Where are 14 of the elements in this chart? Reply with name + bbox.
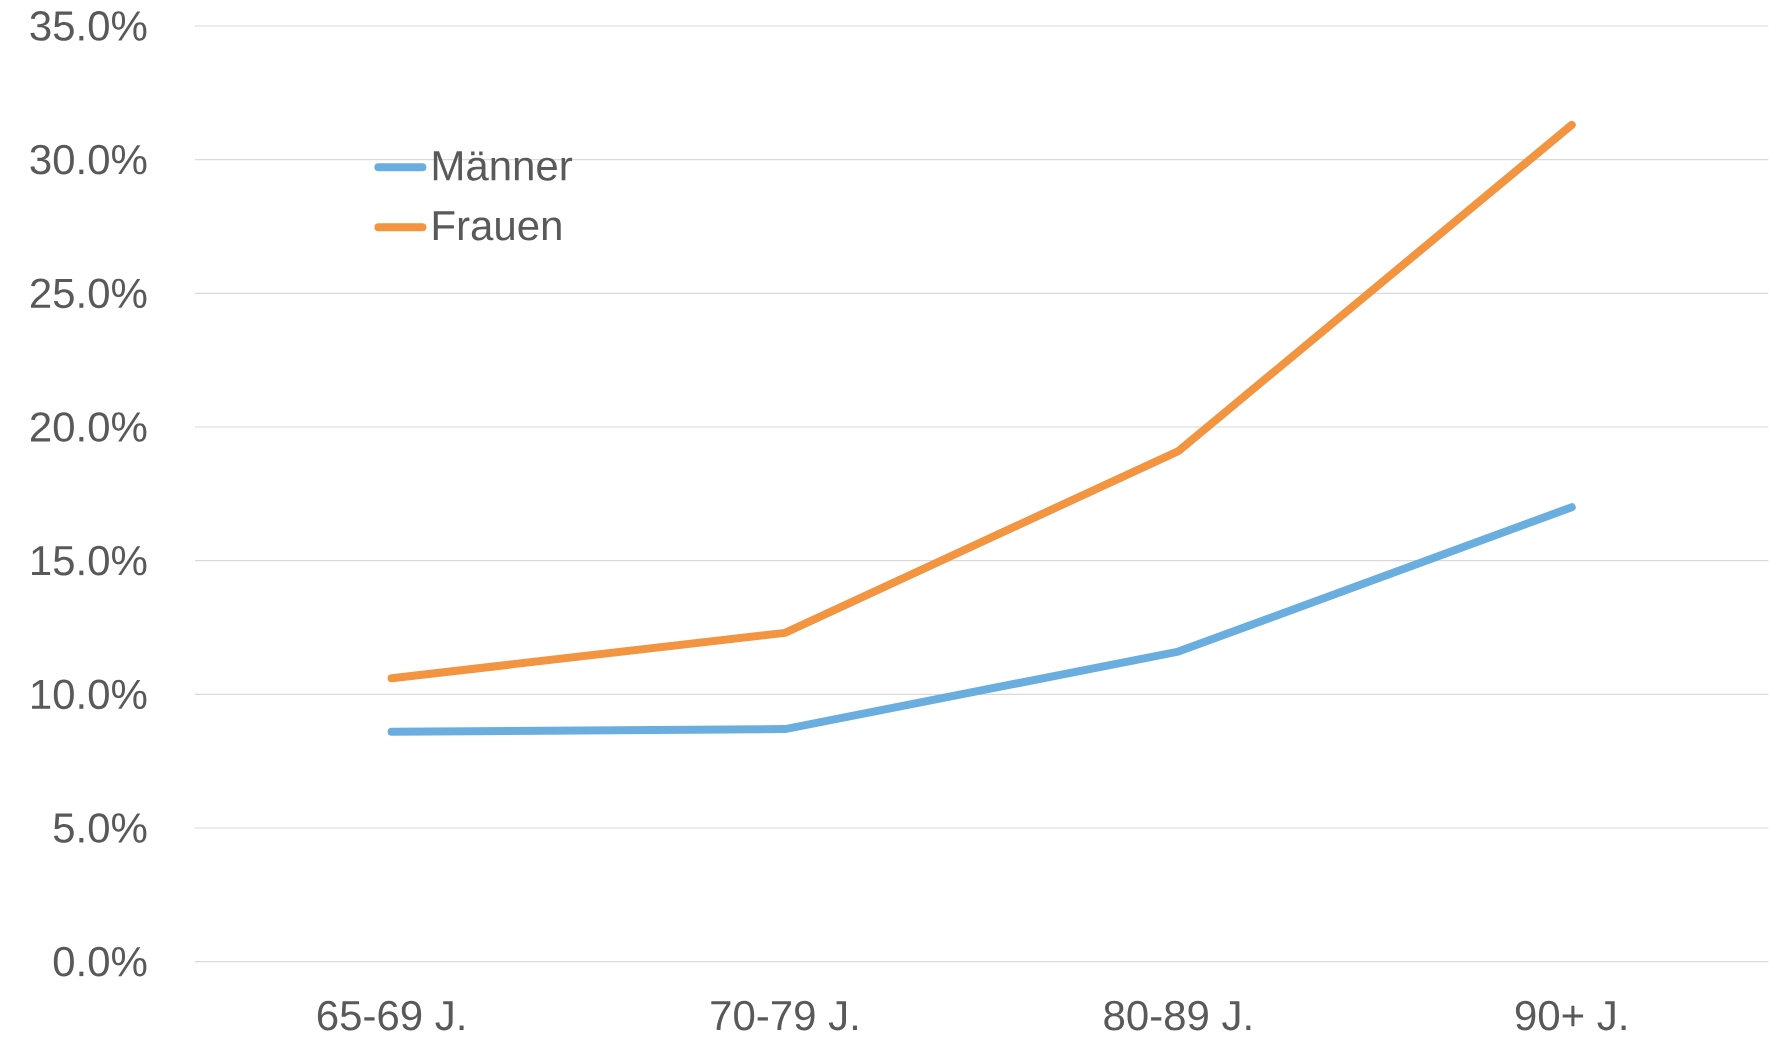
y-tick-label: 20.0% xyxy=(30,412,147,443)
legend-label: Frauen xyxy=(433,211,561,241)
x-tick-label: 90+ J. xyxy=(1515,1000,1626,1031)
y-tick-label: 25.0% xyxy=(30,278,147,309)
y-tick-label: 35.0% xyxy=(30,11,147,42)
y-tick-label: 0.0% xyxy=(53,946,147,977)
x-tick-label: 80-89 J. xyxy=(1104,1000,1251,1031)
x-tick-label: 70-79 J. xyxy=(711,1000,857,1031)
y-tick-label: 15.0% xyxy=(32,545,147,576)
legend-label: Männer xyxy=(433,151,573,181)
y-tick-label: 10.0% xyxy=(32,679,147,710)
y-tick-label: 5.0% xyxy=(53,813,147,844)
x-tick-label: 65-69 J. xyxy=(317,1000,464,1031)
y-tick-label: 30.0% xyxy=(30,144,147,175)
